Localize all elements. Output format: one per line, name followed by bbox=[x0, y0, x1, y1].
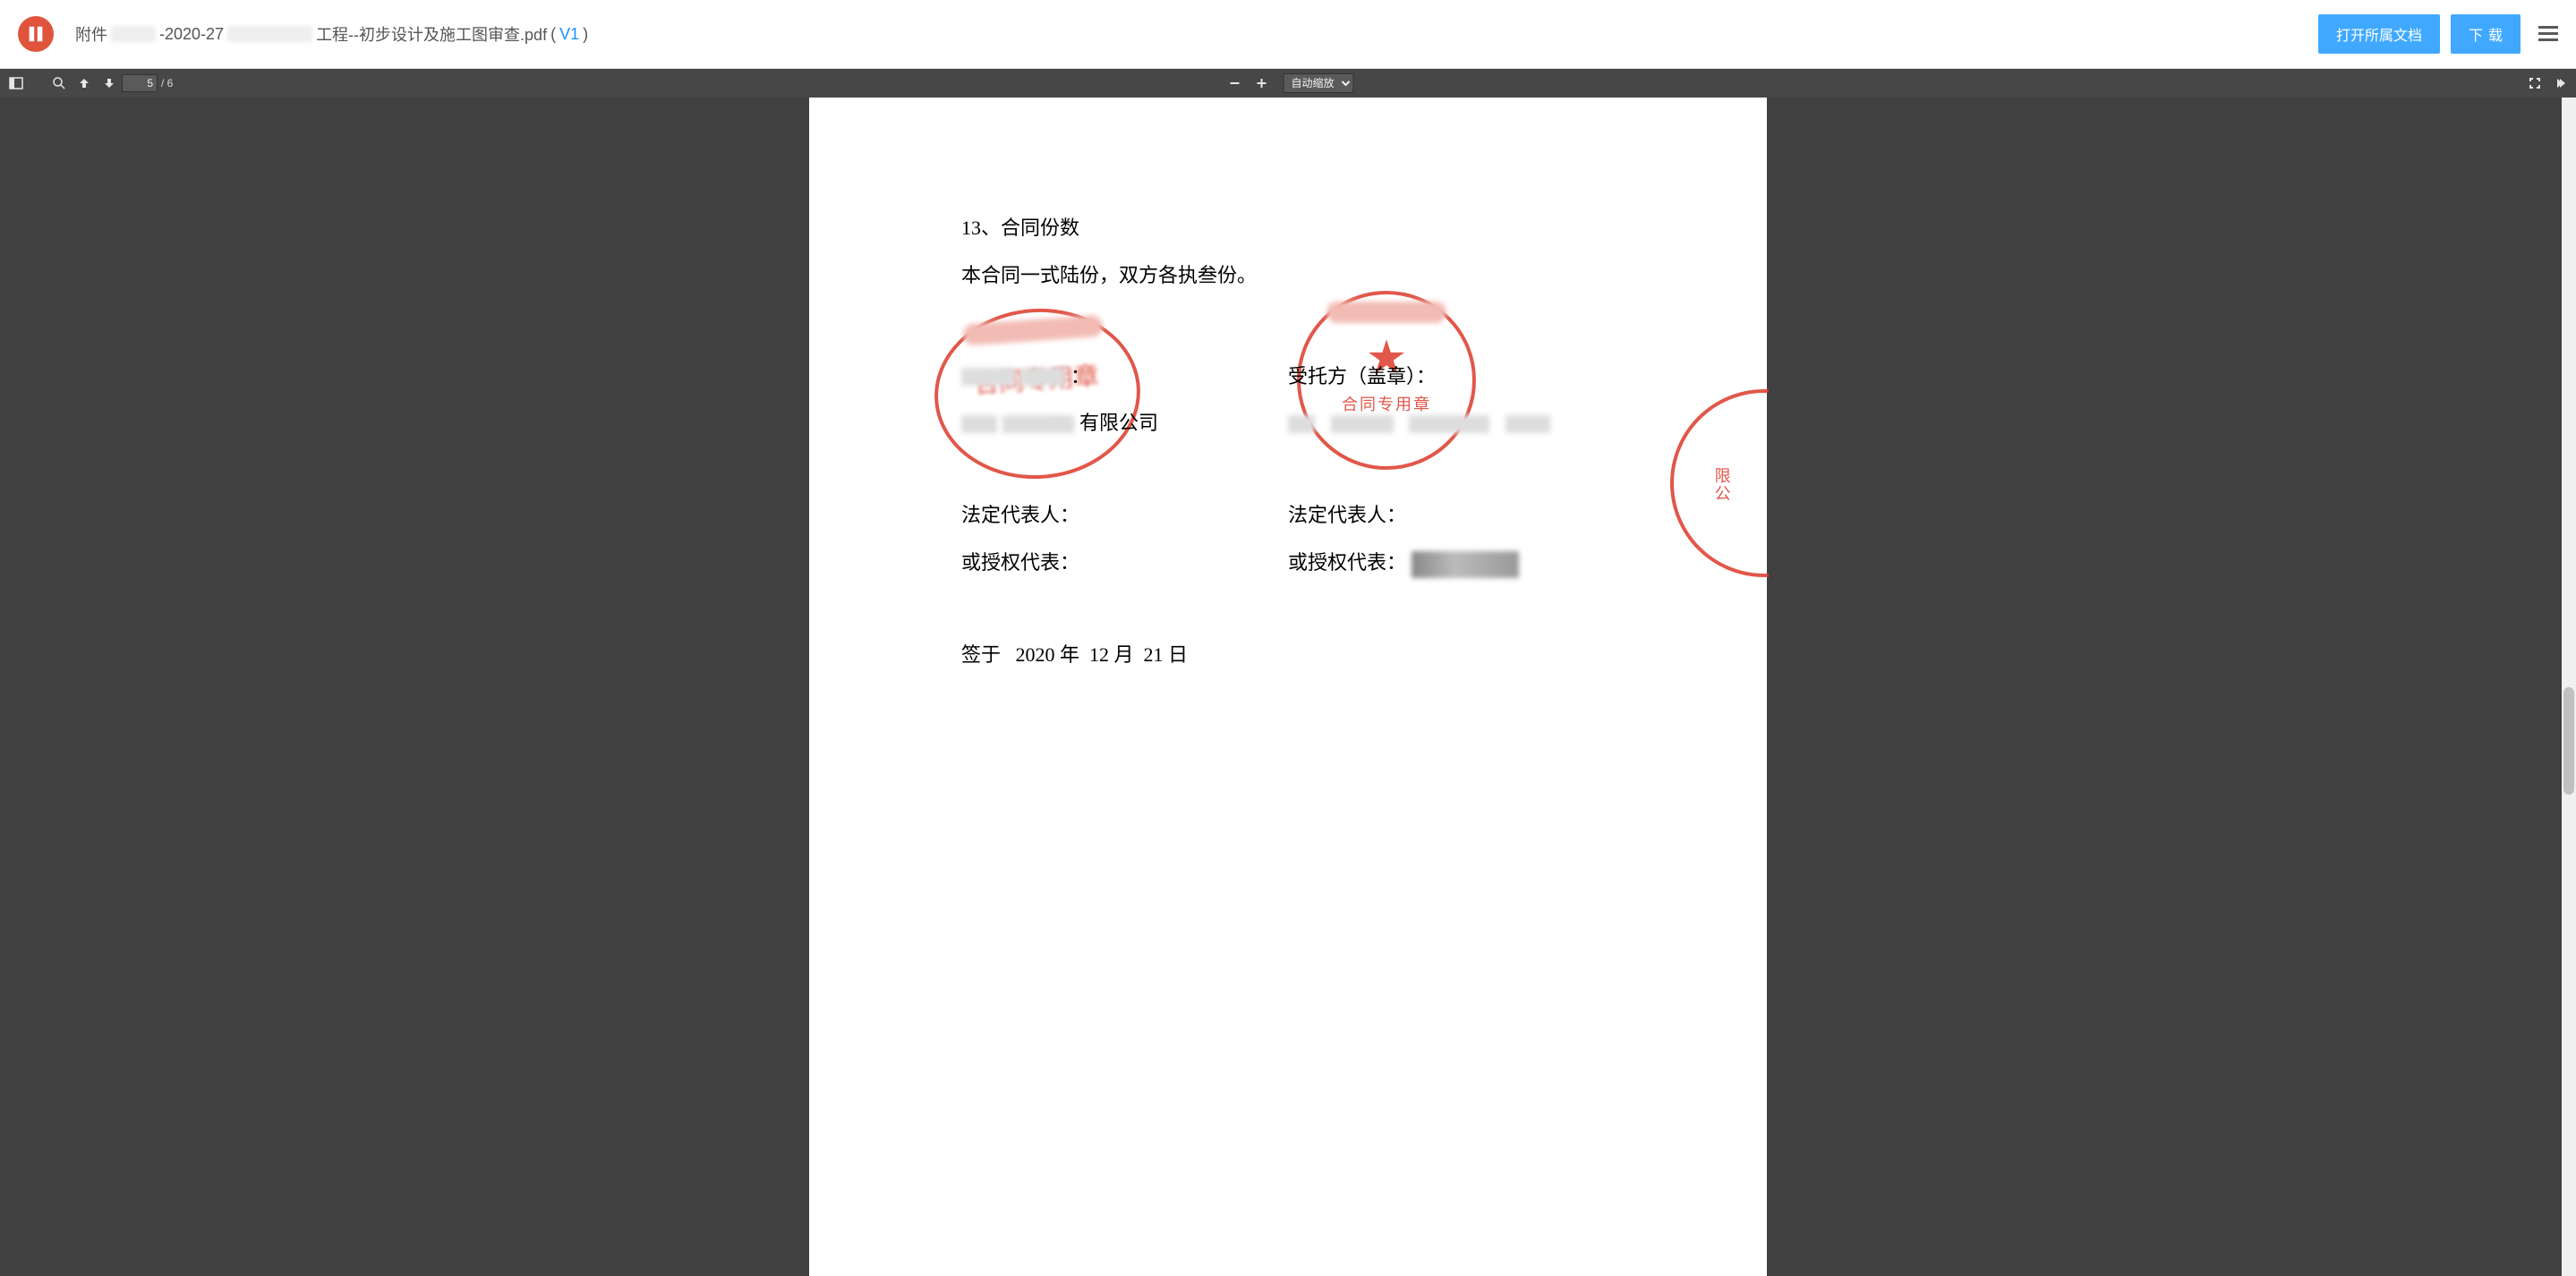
version-close: ) bbox=[583, 25, 588, 44]
sign-date: 签于 2020 年 12 月 21 日 bbox=[961, 632, 1615, 679]
app-logo-icon bbox=[18, 16, 54, 52]
legal-rep-b: 法定代表人： bbox=[1288, 492, 1615, 540]
toolbar-center: 自动缩放 bbox=[1223, 71, 1354, 96]
document-title: 附件 -2020-27 工程--初步设计及施工图审查.pdf (V1) bbox=[75, 22, 2318, 46]
edge-stamp: 限公 bbox=[1670, 389, 1769, 577]
auth-rep-b: 或授权代表： bbox=[1288, 551, 1406, 574]
download-button[interactable]: 下载 bbox=[2451, 14, 2521, 54]
menu-icon[interactable] bbox=[2538, 26, 2558, 42]
company-suffix: 有限公司 bbox=[1079, 400, 1158, 447]
signature-row: 合同专用章 011272372 ： 有限公司 法定代表人： 或授权代表： ★ 合… bbox=[961, 353, 1615, 587]
page-number-input[interactable] bbox=[122, 74, 158, 92]
version-link[interactable]: V1 bbox=[559, 25, 579, 44]
party-a-column: 合同专用章 011272372 ： 有限公司 法定代表人： 或授权代表： bbox=[961, 353, 1288, 587]
open-parent-doc-button[interactable]: 打开所属文档 bbox=[2318, 14, 2440, 54]
next-page-icon[interactable] bbox=[97, 71, 122, 96]
pdf-page: 13、合同份数 本合同一式陆份，双方各执叁份。 合同专用章 011272372 … bbox=[809, 98, 1767, 1276]
header-actions: 打开所属文档 下载 bbox=[2318, 14, 2558, 54]
search-icon[interactable] bbox=[47, 71, 72, 96]
title-redacted-2 bbox=[227, 26, 312, 42]
signature-scribble bbox=[1412, 551, 1519, 578]
app-header: 附件 -2020-27 工程--初步设计及施工图审查.pdf (V1) 打开所属… bbox=[0, 0, 2576, 69]
party-b-header: 受托方（盖章）： bbox=[1288, 353, 1615, 401]
scrollbar[interactable] bbox=[2562, 98, 2576, 1276]
presentation-icon[interactable] bbox=[2522, 71, 2547, 96]
title-mid: -2020-27 bbox=[159, 25, 224, 44]
title-suffix: 工程--初步设计及施工图审查.pdf bbox=[316, 22, 547, 46]
sidebar-toggle-icon[interactable] bbox=[4, 71, 29, 96]
page-total: / 6 bbox=[161, 77, 173, 89]
version-open: ( bbox=[550, 25, 556, 44]
pdf-viewport[interactable]: 13、合同份数 本合同一式陆份，双方各执叁份。 合同专用章 011272372 … bbox=[0, 98, 2576, 1276]
section-body: 本合同一式陆份，双方各执叁份。 bbox=[961, 252, 1615, 300]
scrollbar-thumb[interactable] bbox=[2563, 687, 2574, 795]
legal-rep-a: 法定代表人： bbox=[961, 492, 1288, 540]
zoom-out-icon[interactable] bbox=[1223, 71, 1248, 96]
auth-rep-a: 或授权代表： bbox=[961, 540, 1288, 587]
zoom-select[interactable]: 自动缩放 bbox=[1284, 73, 1354, 93]
pdf-toolbar: / 6 自动缩放 bbox=[0, 69, 2576, 98]
section-heading: 13、合同份数 bbox=[961, 205, 1615, 252]
title-redacted-1 bbox=[111, 26, 156, 42]
tools-icon[interactable] bbox=[2547, 71, 2572, 96]
title-prefix: 附件 bbox=[75, 22, 107, 46]
prev-page-icon[interactable] bbox=[72, 71, 97, 96]
zoom-in-icon[interactable] bbox=[1250, 71, 1275, 96]
toolbar-right bbox=[2522, 71, 2572, 96]
party-b-column: ★ 合同专用章 限公 受托方（盖章）： 法定代表人： 或授权代表： bbox=[1288, 353, 1615, 587]
